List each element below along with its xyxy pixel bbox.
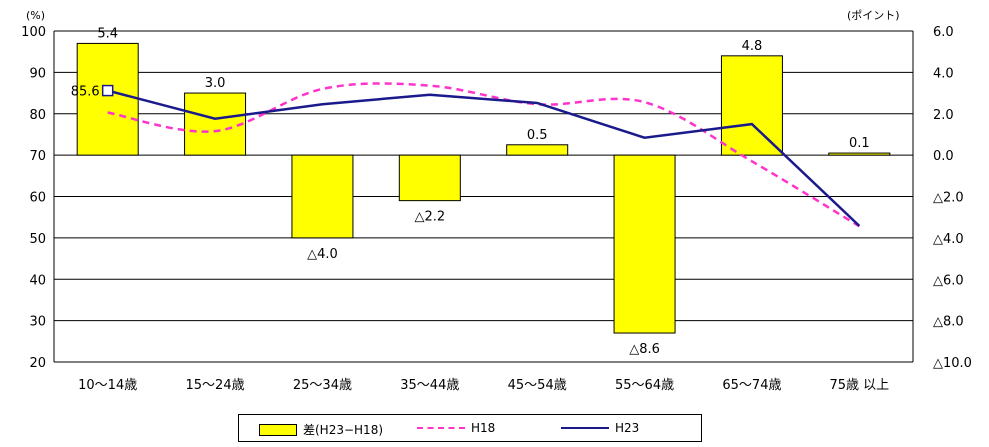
h23-first-point-label: 85.6 <box>71 85 100 100</box>
axes: 100 90 80 70 60 50 40 30 20 6.0 4.0 2.0 0.0 △2.0 △4.0 △… <box>21 9 972 393</box>
bar <box>828 152 891 156</box>
bar <box>720 55 783 156</box>
left-tick-label: 20 <box>29 356 46 371</box>
gridlines <box>54 30 913 363</box>
left-tick-label: 30 <box>29 315 46 330</box>
left-tick-label: 90 <box>29 66 46 81</box>
bar <box>184 92 247 156</box>
right-tick-label: △10.0 <box>933 356 972 371</box>
left-axis-unit: (%) <box>26 9 45 22</box>
legend-item-diff: 差(H23−H18) <box>259 421 383 438</box>
category-label: 65～74歳 <box>722 378 781 393</box>
bar-series <box>76 42 891 334</box>
category-label: 45～54歳 <box>508 378 567 393</box>
right-tick-label: △6.0 <box>933 273 964 288</box>
left-tick-label: 60 <box>29 191 46 206</box>
left-tick-label: 80 <box>29 108 46 123</box>
category-label: 75歳 以上 <box>829 378 889 393</box>
line-h23 <box>107 89 861 227</box>
bar-data-label: △8.6 <box>629 342 660 357</box>
right-axis-unit: (ポイント) <box>847 9 900 22</box>
bar-data-label: 0.5 <box>527 128 548 143</box>
combo-chart: 100 90 80 70 60 50 40 30 20 6.0 4.0 2.0 0.0 △2.0 △4.0 △… <box>21 9 972 393</box>
category-label: 25～34歳 <box>293 378 352 393</box>
bar-data-label: △2.2 <box>414 210 445 225</box>
right-tick-label: △8.0 <box>933 315 964 330</box>
line-h18 <box>107 82 860 228</box>
bar-data-label: 4.8 <box>742 39 763 54</box>
bar-data-label: △4.0 <box>307 247 338 262</box>
legend-swatch-bar <box>259 423 297 436</box>
left-tick-label: 70 <box>29 149 46 164</box>
right-tick-label: △4.0 <box>933 232 964 247</box>
right-tick-label: 0.0 <box>933 149 954 164</box>
bar-data-label: 0.1 <box>849 136 870 151</box>
category-label: 35～44歳 <box>400 378 459 393</box>
left-tick-label: 50 <box>29 232 46 247</box>
legend-label-h18: H18 <box>471 421 496 435</box>
legend-label-diff: 差(H23−H18) <box>303 423 384 437</box>
bar-data-label: 3.0 <box>205 76 226 91</box>
left-tick-label: 40 <box>29 273 46 288</box>
legend-swatch-h23 <box>561 427 609 429</box>
h23-first-point-marker <box>101 84 114 97</box>
bar <box>613 154 676 334</box>
right-tick-label: 4.0 <box>933 66 954 81</box>
legend-item-h18: H18 <box>417 421 495 435</box>
category-label: 55～64歳 <box>615 378 674 393</box>
legend-swatch-h18 <box>417 427 465 429</box>
legend-item-h23: H23 <box>561 421 639 435</box>
right-tick-label: 6.0 <box>933 25 954 40</box>
line-series <box>101 82 861 228</box>
legend: 差(H23−H18) H18 H23 <box>238 414 702 442</box>
right-tick-label: △2.0 <box>933 191 964 206</box>
bar <box>291 154 354 239</box>
data-labels: 5.4 3.0 △4.0 △2.2 0.5 △8.6 4.8 0.1 85.6 <box>71 26 870 357</box>
category-label: 15～24歳 <box>186 378 245 393</box>
right-tick-label: 2.0 <box>933 108 954 123</box>
legend-label-h23: H23 <box>615 421 640 435</box>
left-tick-label: 100 <box>21 25 46 40</box>
bar <box>398 154 461 202</box>
category-label: 10～14歳 <box>78 378 137 393</box>
bar-data-label: 5.4 <box>97 26 118 41</box>
bar <box>506 144 569 156</box>
